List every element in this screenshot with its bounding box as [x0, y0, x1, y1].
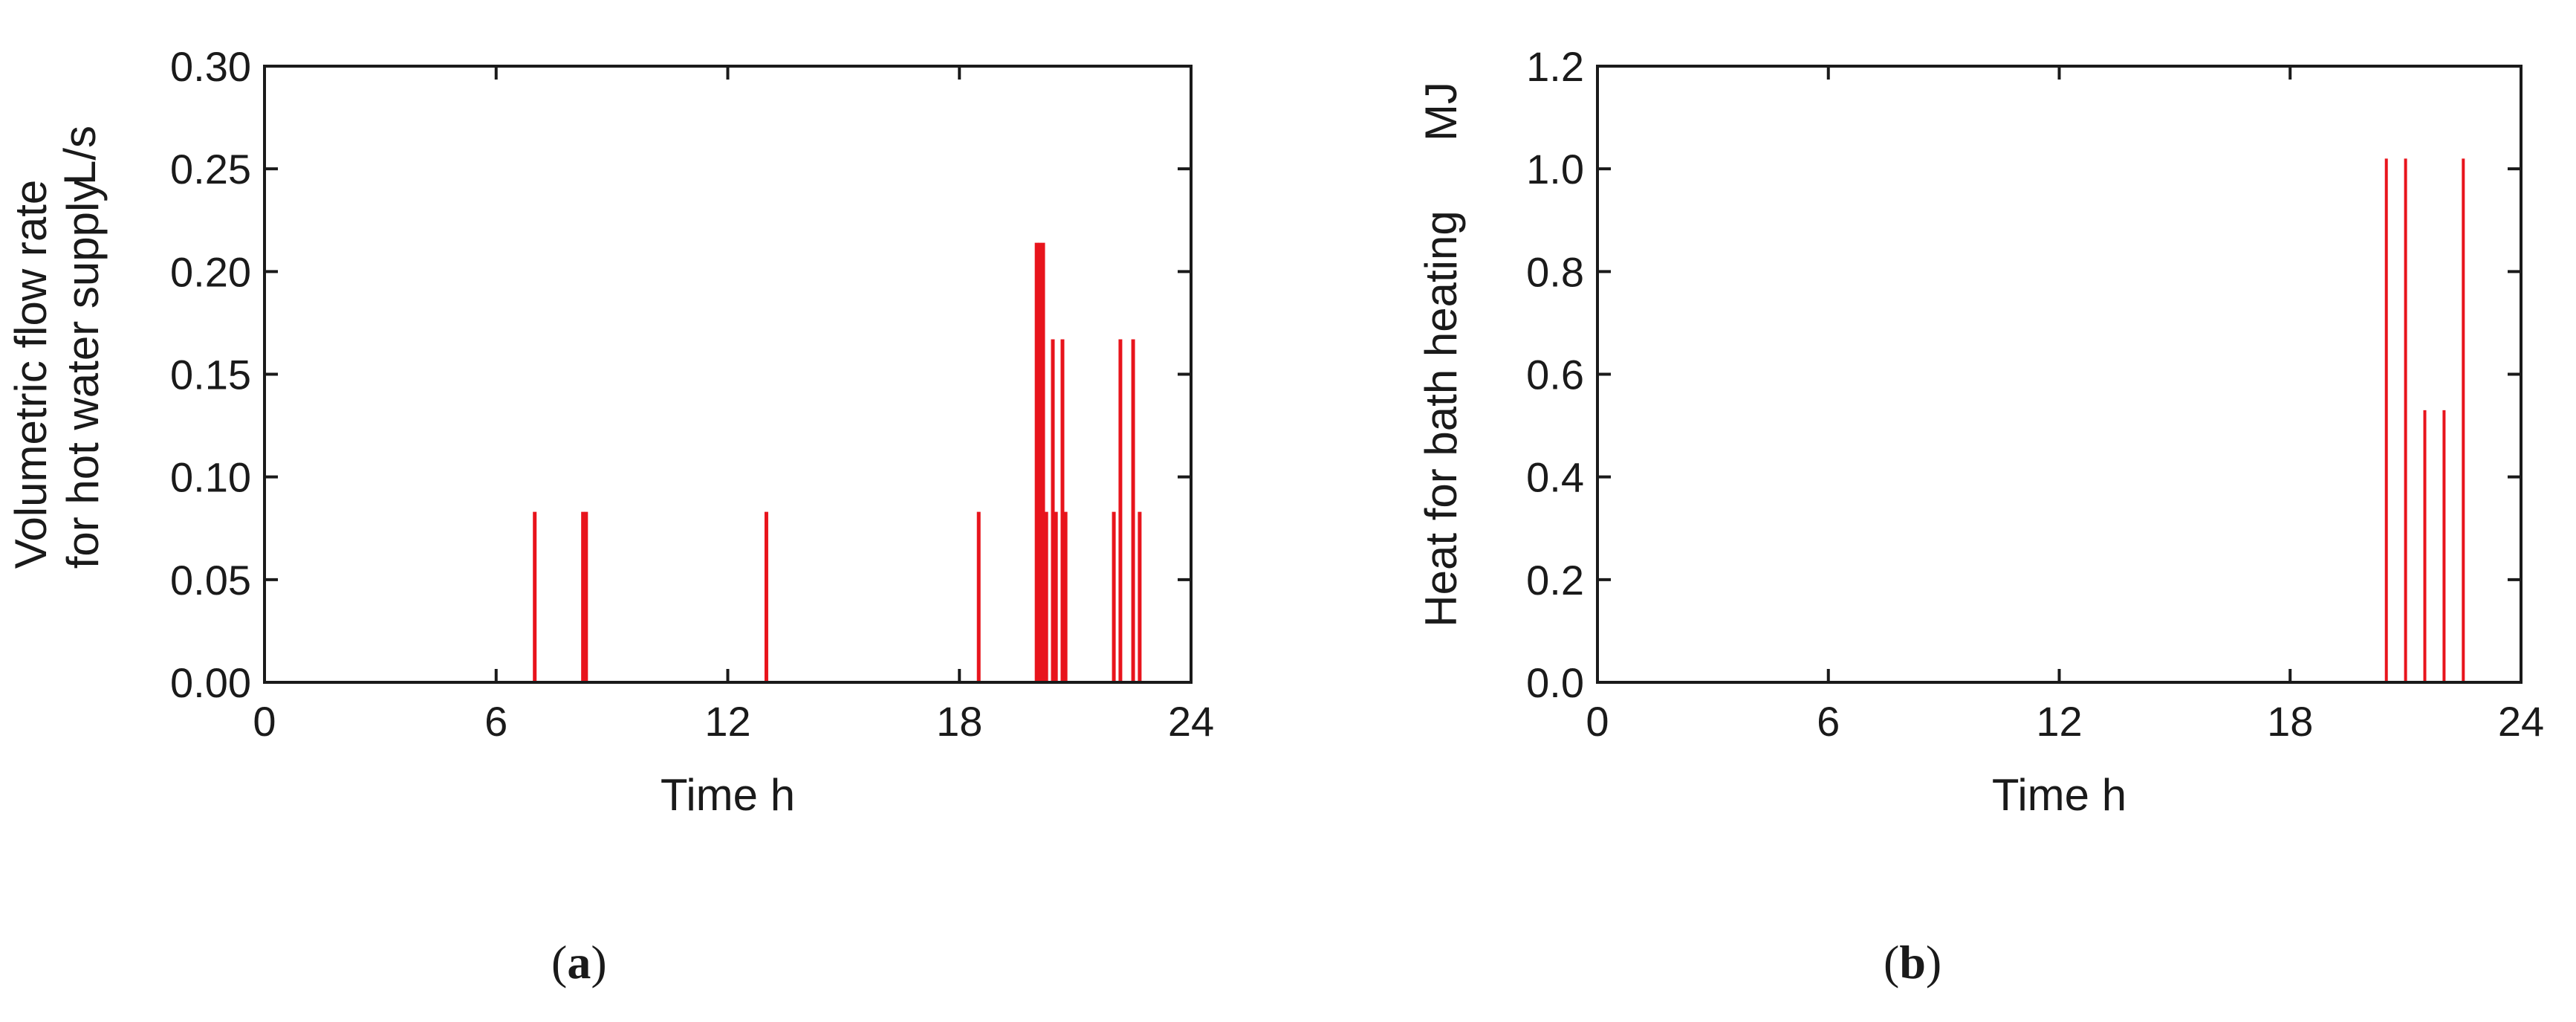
x-tick-label: 12 [704, 698, 750, 745]
y-axis-label: Volumetric flow ratefor hot water supply [6, 180, 108, 569]
x-tick-label: 12 [2036, 698, 2082, 745]
y-axis-unit: L/s [55, 126, 105, 185]
y-tick-label: 0.20 [170, 248, 251, 295]
y-tick-label: 0.2 [1526, 557, 1584, 604]
y-tick-label: 0.10 [170, 454, 251, 501]
panel-label-b: (b) [1884, 936, 1942, 989]
x-tick-label: 18 [2267, 698, 2313, 745]
x-tick-label: 6 [484, 698, 507, 745]
x-tick-label: 0 [253, 698, 276, 745]
x-tick-label: 18 [936, 698, 982, 745]
y-tick-label: 0.25 [170, 146, 251, 193]
y-tick-label: 0.00 [170, 659, 251, 706]
y-tick-label: 0.6 [1526, 352, 1584, 398]
y-tick-label: 0.30 [170, 43, 251, 90]
x-tick-label: 24 [2498, 698, 2544, 745]
chart-panel-b: 0.0 0.2 0.4 0.6 0.8 1.0 1.2 0 6 12 18 24 Time h Heat … [1416, 43, 2544, 820]
y-tick-label: 1.2 [1526, 43, 1584, 90]
y-axis-label: Heat for bath heating [1416, 210, 1466, 627]
panel-label-a: (a) [551, 936, 607, 989]
x-tick-label: 0 [1586, 698, 1609, 745]
x-axis-label: Time h [1992, 770, 2126, 820]
y-tick-label: 0.8 [1526, 248, 1584, 295]
y-axis-label-line1: Heat for bath heating [1416, 210, 1466, 627]
chart-panel-a: 0.00 0.05 0.10 0.15 0.20 0.25 0.30 0 6 12 18 24 Time… [6, 43, 1214, 820]
y-axis-label-line2: for hot water supply [58, 180, 108, 569]
x-tick-label: 6 [1817, 698, 1840, 745]
y-tick-label: 1.0 [1526, 146, 1584, 193]
x-tick-label: 24 [1168, 698, 1214, 745]
y-axis-unit: MJ [1416, 82, 1466, 141]
x-axis-label: Time h [661, 770, 795, 820]
y-tick-label: 0.05 [170, 557, 251, 604]
y-tick-label: 0.0 [1526, 659, 1584, 706]
plot-frame [1596, 65, 2523, 684]
y-tick-label: 0.15 [170, 352, 251, 398]
y-axis-label-line1: Volumetric flow rate [6, 180, 56, 569]
y-tick-label: 0.4 [1526, 454, 1584, 501]
